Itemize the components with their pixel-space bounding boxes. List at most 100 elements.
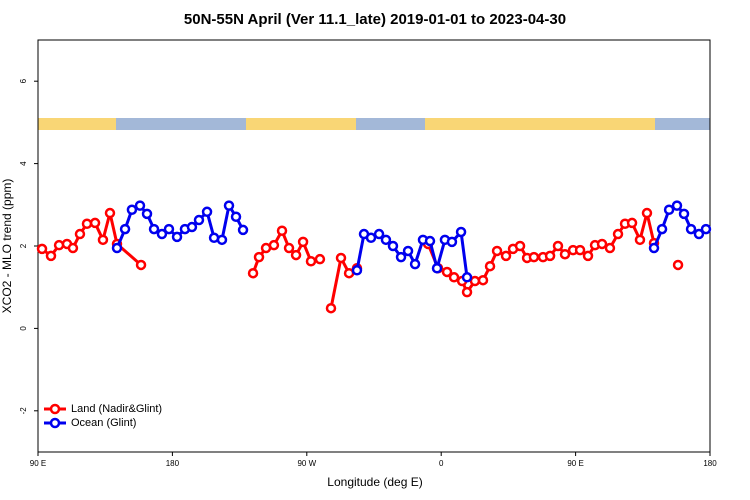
point [477, 274, 489, 286]
point [604, 242, 616, 254]
x-axis-label: Longitude (deg E) [327, 475, 422, 489]
point [283, 242, 295, 254]
point [36, 243, 48, 255]
point [305, 255, 317, 267]
point [596, 238, 608, 250]
legend-label: Land (Nadir&Glint) [71, 403, 162, 415]
x-tick-label: 180 [703, 459, 717, 468]
point [314, 253, 326, 265]
point [424, 235, 436, 247]
point [111, 242, 123, 254]
point [409, 258, 421, 270]
point [656, 223, 668, 235]
point [559, 248, 571, 260]
y-tick-label: -2 [19, 407, 28, 415]
point [402, 245, 414, 257]
point [45, 250, 57, 262]
point [351, 265, 363, 276]
point [290, 249, 302, 261]
point [461, 272, 473, 283]
point [574, 244, 586, 256]
point [148, 223, 160, 235]
point [201, 206, 213, 218]
point [461, 286, 473, 298]
x-tick-label: 180 [166, 459, 180, 468]
point [141, 208, 153, 220]
point [268, 239, 280, 251]
y-axis-label: XCO2 - MLO trend (ppm) [0, 179, 14, 314]
point [171, 231, 183, 243]
point [634, 234, 646, 246]
point [223, 200, 235, 211]
x-tick-label: 90 E [30, 459, 46, 468]
point [135, 259, 147, 271]
point [230, 211, 242, 222]
point [193, 214, 205, 226]
point [325, 302, 337, 314]
x-tick-label: 90 W [297, 459, 316, 468]
land-ocean-strip [38, 118, 710, 130]
point [163, 223, 175, 235]
chart-title: 50N-55N April (Ver 11.1_late) 2019-01-01… [184, 11, 566, 28]
point [247, 267, 259, 279]
point [253, 251, 265, 263]
point [297, 236, 309, 248]
point [693, 228, 705, 240]
x-tick-label: 0 [439, 459, 444, 468]
point [104, 207, 116, 219]
point [119, 223, 131, 235]
point [186, 221, 198, 233]
point [387, 240, 399, 252]
point [74, 228, 86, 240]
point [663, 204, 675, 215]
point [582, 250, 594, 262]
point [380, 234, 392, 246]
point [97, 234, 109, 246]
land-band [38, 118, 116, 130]
point [514, 240, 526, 252]
point [134, 200, 146, 211]
point [237, 224, 249, 236]
point [612, 228, 624, 240]
legend-marker [49, 403, 61, 415]
point [441, 266, 453, 278]
point [685, 223, 697, 235]
point [431, 262, 443, 274]
point [373, 228, 385, 240]
point [448, 272, 460, 283]
point [491, 245, 503, 257]
point [455, 226, 467, 238]
point [216, 234, 228, 246]
y-tick-label: 0 [19, 326, 28, 331]
point [671, 200, 683, 211]
point [552, 240, 564, 252]
point [126, 204, 138, 215]
point [648, 242, 660, 254]
point [446, 236, 458, 248]
y-tick-label: 4 [19, 161, 28, 166]
land-band [575, 118, 655, 130]
point [626, 217, 638, 229]
legend-marker [49, 417, 61, 429]
point [700, 223, 712, 235]
point [528, 251, 540, 263]
point [641, 207, 653, 219]
point [365, 232, 377, 244]
point [335, 252, 347, 264]
point [672, 259, 684, 271]
y-tick-label: 6 [19, 78, 28, 83]
land-band [246, 118, 356, 130]
point [678, 208, 690, 220]
point [500, 250, 512, 262]
legend-label: Ocean (Glint) [71, 417, 136, 429]
point [544, 250, 556, 262]
point [484, 260, 496, 272]
point [156, 228, 168, 240]
point [81, 218, 93, 230]
point [53, 239, 65, 251]
x-tick-label: 90 E [567, 459, 583, 468]
point [276, 225, 288, 237]
point [395, 251, 407, 263]
point [67, 242, 79, 254]
